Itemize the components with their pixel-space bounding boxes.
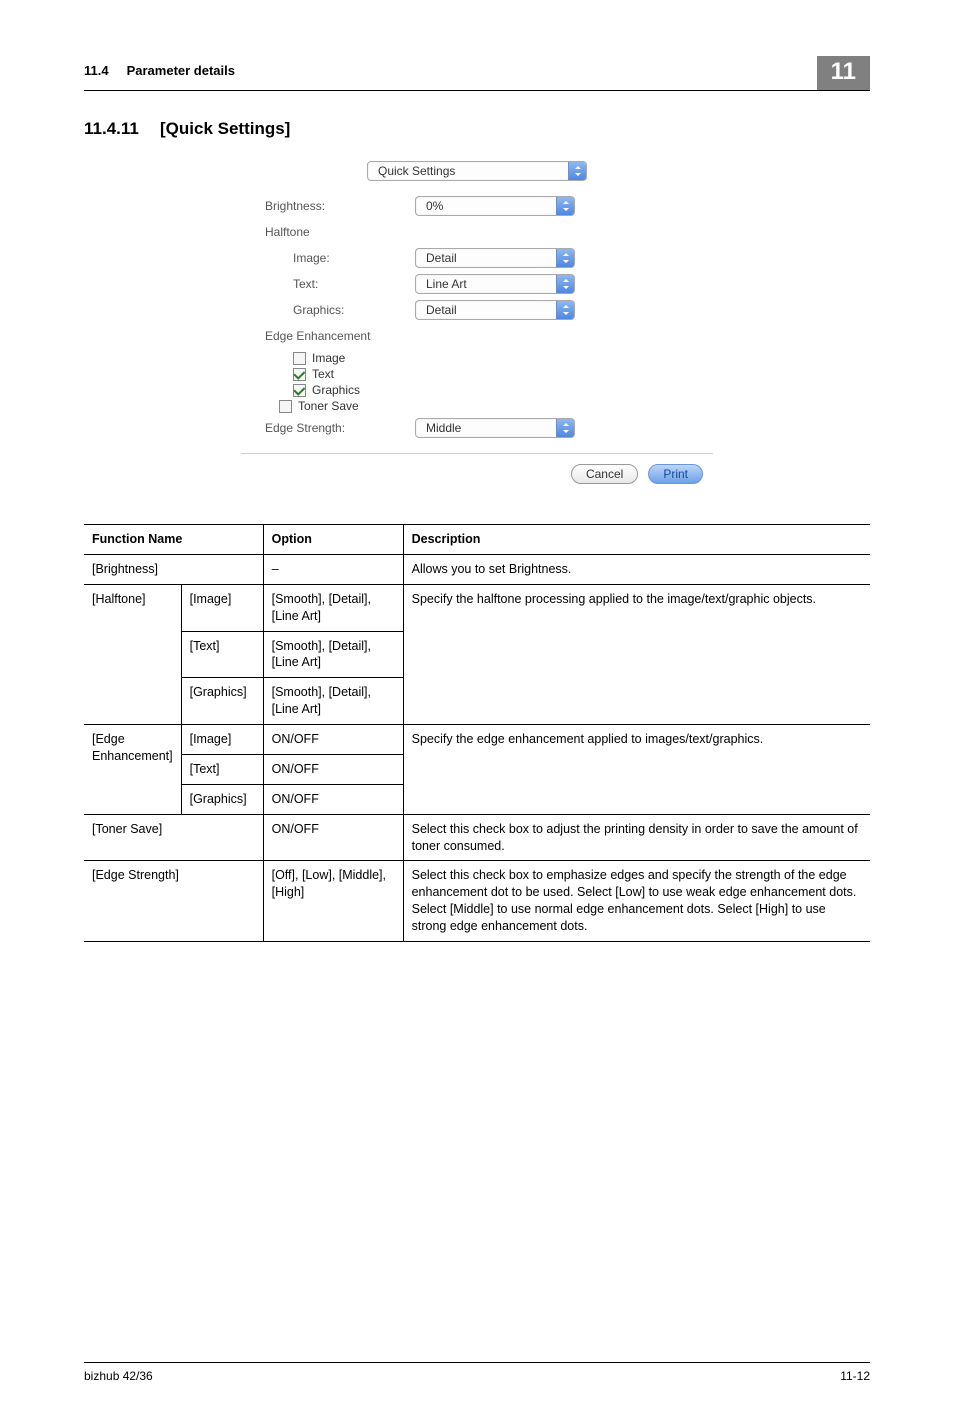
edge-strength-dropdown[interactable]: Middle [415,418,575,438]
halftone-graphics-dropdown[interactable]: Detail [415,300,575,320]
cell-fn: [Toner Save] [84,814,263,861]
cell-sub: [Graphics] [181,784,263,814]
footer-right: 11-12 [840,1369,870,1383]
cell-desc: Select this check box to emphasize edges… [403,861,870,942]
cell-desc: Select this check box to adjust the prin… [403,814,870,861]
halftone-image-label: Image: [265,251,415,265]
halftone-image-dropdown[interactable]: Detail [415,248,575,268]
chevron-updown-icon [556,419,574,437]
halftone-group-label: Halftone [265,225,415,239]
brightness-value: 0% [416,199,556,213]
halftone-text-dropdown[interactable]: Line Art [415,274,575,294]
subsection-heading: 11.4.11 [Quick Settings] [84,119,870,139]
chevron-updown-icon [568,162,586,180]
table-row: [Brightness] – Allows you to set Brightn… [84,554,870,584]
section-title: Parameter details [127,63,235,78]
cell-fn: [Brightness] [84,554,263,584]
cell-sub: [Graphics] [181,678,263,725]
cell-opt: ON/OFF [263,784,403,814]
brightness-label: Brightness: [265,199,415,213]
table-row: [Edge Enhancement] [Image] ON/OFF Specif… [84,725,870,755]
edge-enhancement-group-label: Edge Enhancement [265,329,378,343]
halftone-text-label: Text: [265,277,415,291]
print-button[interactable]: Print [648,464,703,484]
cell-opt: ON/OFF [263,754,403,784]
cell-desc: Allows you to set Brightness. [403,554,870,584]
chevron-updown-icon [556,197,574,215]
page-footer: bizhub 42/36 11-12 [84,1362,870,1383]
cell-opt: [Smooth], [Detail], [Line Art] [263,631,403,678]
edge-text-checkbox-label: Text [312,367,334,381]
toner-save-checkbox[interactable]: Toner Save [265,399,703,413]
halftone-graphics-value: Detail [416,303,556,317]
cell-sub: [Image] [181,725,263,755]
cell-opt: – [263,554,403,584]
table-row: [Edge Strength] [Off], [Low], [Middle], … [84,861,870,942]
toner-save-checkbox-label: Toner Save [298,399,359,413]
brightness-dropdown[interactable]: 0% [415,196,575,216]
subsection-title: [Quick Settings] [160,119,290,139]
chapter-tab: 11 [817,56,870,90]
cell-desc: Specify the halftone processing applied … [403,584,870,724]
chevron-updown-icon [556,275,574,293]
cell-sub: [Image] [181,584,263,631]
table-row: [Halftone] [Image] [Smooth], [Detail], [… [84,584,870,631]
cell-opt: ON/OFF [263,814,403,861]
panel-selector-dropdown[interactable]: Quick Settings [367,161,587,181]
subsection-number: 11.4.11 [84,119,160,139]
cell-fn: [Halftone] [84,584,181,724]
checkbox-icon [279,400,292,413]
halftone-text-value: Line Art [416,277,556,291]
table-row: [Toner Save] ON/OFF Select this check bo… [84,814,870,861]
edge-image-checkbox-label: Image [312,351,345,365]
panel-selector-value: Quick Settings [368,164,568,178]
cell-opt: [Off], [Low], [Middle], [High] [263,861,403,942]
th-description: Description [403,525,870,555]
cell-fn: [Edge Strength] [84,861,263,942]
halftone-graphics-label: Graphics: [265,303,415,317]
chevron-updown-icon [556,301,574,319]
cell-sub: [Text] [181,754,263,784]
cell-desc: Specify the edge enhancement applied to … [403,725,870,815]
checkbox-icon [293,368,306,381]
section-number: 11.4 [84,63,109,78]
chevron-updown-icon [556,249,574,267]
cancel-button[interactable]: Cancel [571,464,638,484]
cell-opt: ON/OFF [263,725,403,755]
edge-strength-label: Edge Strength: [265,421,415,435]
edge-graphics-checkbox-label: Graphics [312,383,360,397]
cell-opt: [Smooth], [Detail], [Line Art] [263,584,403,631]
cell-sub: [Text] [181,631,263,678]
th-function-name: Function Name [84,525,263,555]
checkbox-icon [293,352,306,365]
settings-panel: Quick Settings Brightness: 0% [237,157,717,488]
footer-left: bizhub 42/36 [84,1369,153,1383]
options-table: Function Name Option Description [Bright… [84,524,870,942]
edge-graphics-checkbox[interactable]: Graphics [293,383,703,397]
checkbox-icon [293,384,306,397]
cell-opt: [Smooth], [Detail], [Line Art] [263,678,403,725]
edge-text-checkbox[interactable]: Text [293,367,703,381]
edge-image-checkbox[interactable]: Image [293,351,703,365]
th-option: Option [263,525,403,555]
page-header: 11.4 Parameter details 11 [84,56,870,91]
edge-strength-value: Middle [416,421,556,435]
halftone-image-value: Detail [416,251,556,265]
cell-fn: [Edge Enhancement] [84,725,181,815]
panel-divider [241,453,713,454]
